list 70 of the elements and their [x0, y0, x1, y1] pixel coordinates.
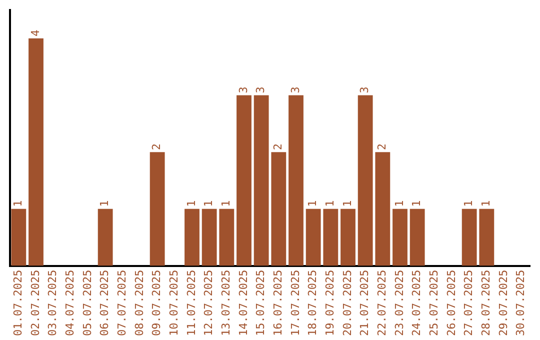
- x-tick-label: 30.07.2025: [514, 270, 528, 336]
- data-label: 1: [306, 200, 320, 207]
- bar: [358, 95, 373, 266]
- data-label: 1: [220, 200, 233, 207]
- data-label: 3: [254, 86, 268, 94]
- data-label: 3: [236, 86, 250, 94]
- bar: [202, 208, 217, 266]
- x-tick-label: 24.07.2025: [410, 270, 424, 336]
- data-label: 2: [272, 143, 285, 150]
- x-tick-label: 13.07.2025: [220, 270, 233, 336]
- bar: [11, 208, 26, 266]
- x-tick-label: 04.07.2025: [64, 270, 77, 336]
- x-tick-label: 06.07.2025: [98, 270, 112, 336]
- data-label: 4: [28, 29, 42, 36]
- x-tick-label: 08.07.2025: [132, 270, 146, 336]
- bar: [28, 38, 44, 266]
- data-label: 1: [392, 200, 406, 207]
- data-label: 3: [358, 86, 372, 94]
- x-tick-label: 20.07.2025: [340, 270, 354, 336]
- x-tick-label: 09.07.2025: [150, 270, 164, 336]
- x-tick-label: 02.07.2025: [28, 270, 42, 336]
- data-label: 2: [376, 143, 389, 150]
- bar: [479, 208, 494, 266]
- bar: [462, 208, 477, 266]
- bar: [410, 208, 425, 266]
- x-tick-label: 05.07.2025: [80, 270, 94, 336]
- data-label: 2: [150, 143, 164, 150]
- data-label: 1: [184, 200, 198, 207]
- x-tick-label: 21.07.2025: [358, 270, 372, 336]
- x-tick-label: 11.07.2025: [184, 270, 198, 336]
- bar: [323, 208, 338, 266]
- bar: [254, 95, 269, 266]
- x-tick-label: 10.07.2025: [168, 270, 181, 336]
- bar: [236, 95, 252, 266]
- data-label: 1: [98, 200, 112, 207]
- x-tick-label: 03.07.2025: [46, 270, 60, 336]
- bar: [271, 152, 286, 266]
- bar: [340, 208, 356, 266]
- x-tick-label: 28.07.2025: [480, 270, 493, 336]
- data-label: 1: [12, 200, 25, 207]
- bar: [150, 152, 165, 266]
- bar: [184, 208, 200, 266]
- data-label: 1: [410, 200, 424, 207]
- bar: [98, 208, 113, 266]
- bar: [219, 208, 234, 266]
- x-tick-label: 23.07.2025: [392, 270, 406, 336]
- x-tick-label: 17.07.2025: [288, 270, 302, 336]
- bar: [392, 208, 408, 266]
- x-tick-label: 07.07.2025: [116, 270, 129, 336]
- x-tick-label: 12.07.2025: [202, 270, 216, 336]
- data-label: 3: [288, 86, 302, 94]
- data-label: 1: [202, 200, 216, 207]
- x-tick-label: 26.07.2025: [444, 270, 458, 336]
- x-tick-label: 22.07.2025: [376, 270, 389, 336]
- data-label: 1: [324, 200, 337, 207]
- bar: [288, 95, 304, 266]
- x-tick-label: 16.07.2025: [272, 270, 285, 336]
- data-label: 1: [340, 200, 354, 207]
- data-label: 1: [480, 200, 493, 207]
- bar: [306, 208, 321, 266]
- x-tick-label: 01.07.2025: [12, 270, 25, 336]
- x-tick-label: 14.07.2025: [236, 270, 250, 336]
- x-tick-label: 27.07.2025: [462, 270, 476, 336]
- x-tick-label: 19.07.2025: [324, 270, 337, 336]
- data-label: 1: [462, 200, 476, 207]
- x-tick-label: 29.07.2025: [496, 270, 510, 336]
- bar: [375, 152, 390, 266]
- x-tick-label: 18.07.2025: [306, 270, 320, 336]
- x-tick-label: 25.07.2025: [428, 270, 441, 336]
- x-tick-label: 15.07.2025: [254, 270, 268, 336]
